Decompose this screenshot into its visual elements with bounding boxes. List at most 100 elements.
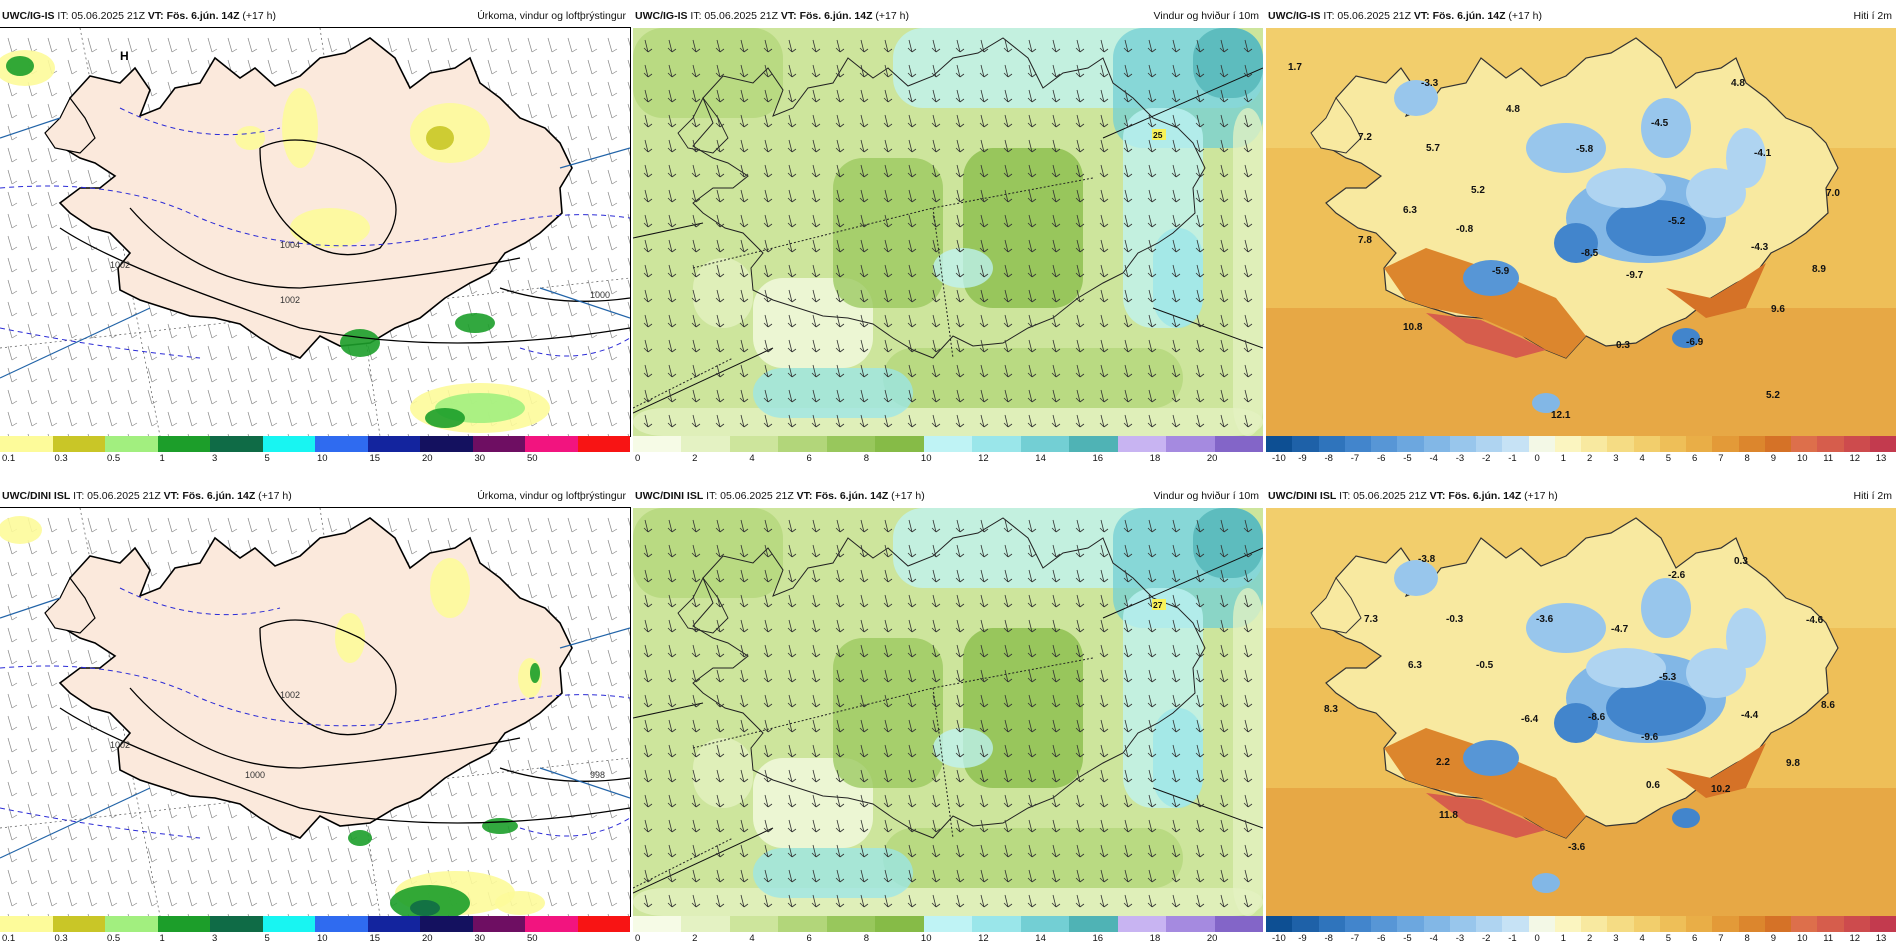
colorbar-tick-label: 0.1 bbox=[2, 933, 16, 944]
map-temp: 1.7 -3.3 4.8 4.8 7.2 5.7 -4.5 -5.8 -4.1 5.2 7.0 6.3… bbox=[1266, 28, 1896, 436]
it-label: IT: bbox=[1320, 10, 1338, 22]
colorbar-ticks: 0.1 0.3 0.5 1 3 5 10 15 20 30 50 bbox=[0, 453, 630, 467]
colorbar-tick-label: 7 bbox=[1718, 453, 1724, 464]
colorbar-swatch bbox=[1581, 436, 1608, 452]
temperature-label: 4.8 bbox=[1731, 78, 1745, 89]
colorbar-swatch bbox=[1292, 436, 1319, 452]
isobar-label: 1002 bbox=[110, 260, 130, 270]
colorbar-tick-label: 10 bbox=[1797, 933, 1808, 944]
temperature-label: -6.9 bbox=[1686, 337, 1704, 348]
colorbar-ticks: -10 -9 -8 -7 -6 -5 -4 -3 -2 -1 0 1 2 3 4 5 6 7 8 9 10 11 12 13 bbox=[1266, 933, 1896, 947]
colorbar-tick-label: 20 bbox=[421, 453, 433, 464]
colorbar-swatch bbox=[681, 436, 730, 452]
it-value: 05.06.2025 21Z bbox=[1353, 490, 1427, 502]
temperature-label: -9.6 bbox=[1641, 732, 1659, 743]
colorbar-tick-label: 14 bbox=[1035, 933, 1046, 944]
colorbar-tick-label: 50 bbox=[526, 933, 538, 944]
colorbar-swatch bbox=[633, 916, 682, 932]
colorbar-tick-label: -10 bbox=[1272, 933, 1286, 944]
vt-value: Fös. 6.jún. 14Z bbox=[1448, 490, 1522, 502]
colorbar-tick-label: 3 bbox=[211, 453, 218, 464]
colorbar-tick-label: 50 bbox=[526, 453, 538, 464]
colorbar-tick-label: 3 bbox=[1613, 453, 1619, 464]
colorbar-swatch bbox=[525, 436, 578, 452]
colorbar-swatch bbox=[52, 436, 105, 452]
colorbar-swatch bbox=[1686, 916, 1713, 932]
isobar-label: 1002 bbox=[280, 690, 300, 700]
colorbar-swatch bbox=[1764, 436, 1791, 452]
panel-title: UWC/IG-IS IT: 05.06.2025 21Z VT: Fös. 6.… bbox=[0, 4, 630, 28]
colorbar-swatch bbox=[525, 916, 578, 932]
panel-wind-dini: UWC/DINI ISL IT: 05.06.2025 21Z VT: Fös.… bbox=[633, 484, 1264, 949]
colorbar-swatch bbox=[105, 436, 158, 452]
colorbar-swatch bbox=[778, 436, 827, 452]
colorbar-swatch bbox=[1117, 436, 1167, 452]
run-info: UWC/DINI ISL IT: 05.06.2025 21Z VT: Fös.… bbox=[1268, 484, 1558, 508]
colorbar-tick-label: 5 bbox=[264, 453, 270, 464]
colorbar-tick-label: 20 bbox=[1206, 453, 1218, 464]
panel-title: UWC/DINI ISL IT: 05.06.2025 21Z VT: Fös.… bbox=[633, 484, 1263, 508]
temperature-label: -3.3 bbox=[1421, 78, 1439, 89]
map-precip: H 1004 1002 1002 1000 bbox=[0, 27, 631, 437]
colorbar-tick-label: 15 bbox=[369, 933, 381, 944]
temperature-label: 6.3 bbox=[1403, 205, 1417, 216]
colorbar-swatch bbox=[778, 916, 827, 932]
colorbar-ticks: -10 -9 -8 -7 -6 -5 -4 -3 -2 -1 0 1 2 3 4 5 6 7 8 9 10 11 12 13 bbox=[1266, 453, 1896, 467]
colorbar-tick-label: 18 bbox=[1149, 933, 1161, 944]
run-info: UWC/IG-IS IT: 05.06.2025 21Z VT: Fös. 6.… bbox=[635, 4, 909, 28]
colorbar-swatch bbox=[1607, 436, 1634, 452]
colorbar-swatch bbox=[577, 436, 630, 452]
colorbar-tick-label: 5 bbox=[264, 933, 270, 944]
colorbar-tick-label: 8 bbox=[863, 453, 870, 464]
colorbar-tick-label: -3 bbox=[1455, 453, 1465, 464]
colorbar-tick-label: 8 bbox=[863, 933, 870, 944]
colorbar-tick-label: 12 bbox=[978, 933, 989, 944]
colorbar-tick-label: 20 bbox=[1206, 933, 1218, 944]
vt-value: Fös. 6.jún. 14Z bbox=[799, 10, 873, 22]
map-wind: 27 bbox=[633, 508, 1263, 916]
panel-title: UWC/DINI ISL IT: 05.06.2025 21Z VT: Fös.… bbox=[1266, 484, 1896, 508]
temperature-label: 0.3 bbox=[1616, 340, 1630, 351]
lead-time: (+17 h) bbox=[872, 10, 909, 22]
colorbar-tick-label: 12 bbox=[978, 453, 989, 464]
colorbar-swatch bbox=[633, 436, 682, 452]
colorbar-swatch bbox=[577, 916, 630, 932]
colorbar-tick-label: 11 bbox=[1823, 453, 1834, 464]
colorbar-tick-label: 16 bbox=[1092, 933, 1104, 944]
temperature-label: 0.3 bbox=[1734, 556, 1748, 567]
it-value: 05.06.2025 21Z bbox=[704, 10, 778, 22]
colorbar-tick-label: -7 bbox=[1350, 933, 1360, 944]
colorbar-swatch bbox=[826, 436, 876, 452]
colorbar-swatch bbox=[315, 436, 368, 452]
colorbar-swatch bbox=[1371, 916, 1398, 932]
colorbar-swatch bbox=[923, 916, 973, 932]
it-label: IT: bbox=[687, 10, 705, 22]
colorbar-tick-label: 10 bbox=[920, 933, 932, 944]
colorbar-swatch bbox=[826, 916, 876, 932]
run-info: UWC/DINI ISL IT: 05.06.2025 21Z VT: Fös.… bbox=[2, 484, 292, 508]
temperature-label: -3.6 bbox=[1568, 842, 1586, 853]
temperature-label: -0.5 bbox=[1476, 660, 1494, 671]
model-name: UWC/IG-IS bbox=[2, 10, 55, 22]
lead-time: (+17 h) bbox=[255, 490, 292, 502]
temperature-label: -4.4 bbox=[1741, 710, 1759, 721]
it-value: 05.06.2025 21Z bbox=[87, 490, 161, 502]
iceland-outline bbox=[692, 517, 1206, 839]
colorbar-tick-label: -5 bbox=[1403, 453, 1412, 464]
colorbar-swatch bbox=[1764, 916, 1791, 932]
temperature-label: 0.6 bbox=[1646, 780, 1660, 791]
panel-precip-igis: UWC/IG-IS IT: 05.06.2025 21Z VT: Fös. 6.… bbox=[0, 4, 631, 469]
it-label: IT: bbox=[1336, 490, 1354, 502]
colorbar-tick-label: 6 bbox=[806, 933, 812, 944]
colorbar-tick-label: -6 bbox=[1377, 453, 1386, 464]
run-info: UWC/DINI ISL IT: 05.06.2025 21Z VT: Fös.… bbox=[635, 484, 925, 508]
colorbar-tick-label: -1 bbox=[1508, 933, 1517, 944]
colorbar-swatch bbox=[1371, 436, 1398, 452]
colorbar-swatch bbox=[1266, 916, 1293, 932]
panel-precip-dini: UWC/DINI ISL IT: 05.06.2025 21Z VT: Fös.… bbox=[0, 484, 631, 949]
colorbar-tick-label: -8 bbox=[1324, 933, 1333, 944]
vt-label: VT: bbox=[1426, 490, 1449, 502]
colorbar-tick-label: 0 bbox=[635, 453, 641, 464]
temperature-label: 2.2 bbox=[1436, 757, 1450, 768]
colorbar-tick-label: -10 bbox=[1272, 453, 1286, 464]
